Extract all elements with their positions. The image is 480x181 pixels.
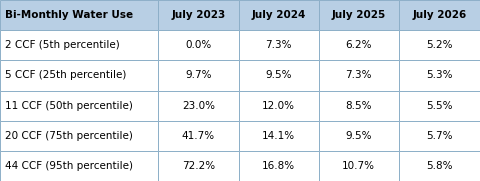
Text: 5.7%: 5.7% [426, 131, 453, 141]
Bar [239, 30, 319, 60]
Text: July 2024: July 2024 [252, 10, 306, 20]
Text: 14.1%: 14.1% [262, 131, 295, 141]
Text: 10.7%: 10.7% [342, 161, 375, 171]
Text: 5.3%: 5.3% [426, 70, 453, 80]
Bar [158, 121, 239, 151]
Text: 9.5%: 9.5% [265, 70, 292, 80]
Bar [0, 121, 158, 151]
Bar [399, 121, 480, 151]
Bar [399, 90, 480, 121]
Bar [0, 0, 158, 30]
Bar [239, 90, 319, 121]
Text: 0.0%: 0.0% [185, 40, 212, 50]
Bar [239, 60, 319, 90]
Bar [319, 30, 399, 60]
Text: 16.8%: 16.8% [262, 161, 295, 171]
Text: 5.8%: 5.8% [426, 161, 453, 171]
Bar [0, 151, 158, 181]
Bar [158, 30, 239, 60]
Bar [0, 30, 158, 60]
Text: 5 CCF (25th percentile): 5 CCF (25th percentile) [5, 70, 126, 80]
Text: 41.7%: 41.7% [182, 131, 215, 141]
Bar [399, 151, 480, 181]
Text: 9.7%: 9.7% [185, 70, 212, 80]
Text: 5.2%: 5.2% [426, 40, 453, 50]
Text: 11 CCF (50th percentile): 11 CCF (50th percentile) [5, 101, 132, 111]
Text: July 2023: July 2023 [171, 10, 226, 20]
Text: 5.5%: 5.5% [426, 101, 453, 111]
Bar [158, 151, 239, 181]
Bar [319, 151, 399, 181]
Text: Bi-Monthly Water Use: Bi-Monthly Water Use [5, 10, 133, 20]
Bar [319, 90, 399, 121]
Text: 2 CCF (5th percentile): 2 CCF (5th percentile) [5, 40, 120, 50]
Bar [399, 60, 480, 90]
Bar [319, 0, 399, 30]
Bar [158, 90, 239, 121]
Bar [319, 121, 399, 151]
Bar [0, 90, 158, 121]
Bar [239, 121, 319, 151]
Text: 12.0%: 12.0% [262, 101, 295, 111]
Bar [0, 60, 158, 90]
Text: 6.2%: 6.2% [346, 40, 372, 50]
Text: 8.5%: 8.5% [346, 101, 372, 111]
Bar [158, 60, 239, 90]
Bar [319, 60, 399, 90]
Text: 72.2%: 72.2% [182, 161, 215, 171]
Text: 7.3%: 7.3% [265, 40, 292, 50]
Text: 9.5%: 9.5% [346, 131, 372, 141]
Text: 7.3%: 7.3% [346, 70, 372, 80]
Text: 23.0%: 23.0% [182, 101, 215, 111]
Bar [399, 30, 480, 60]
Bar [399, 0, 480, 30]
Text: 44 CCF (95th percentile): 44 CCF (95th percentile) [5, 161, 133, 171]
Bar [239, 151, 319, 181]
Text: 20 CCF (75th percentile): 20 CCF (75th percentile) [5, 131, 132, 141]
Bar [239, 0, 319, 30]
Text: July 2025: July 2025 [332, 10, 386, 20]
Text: July 2026: July 2026 [412, 10, 467, 20]
Bar [158, 0, 239, 30]
